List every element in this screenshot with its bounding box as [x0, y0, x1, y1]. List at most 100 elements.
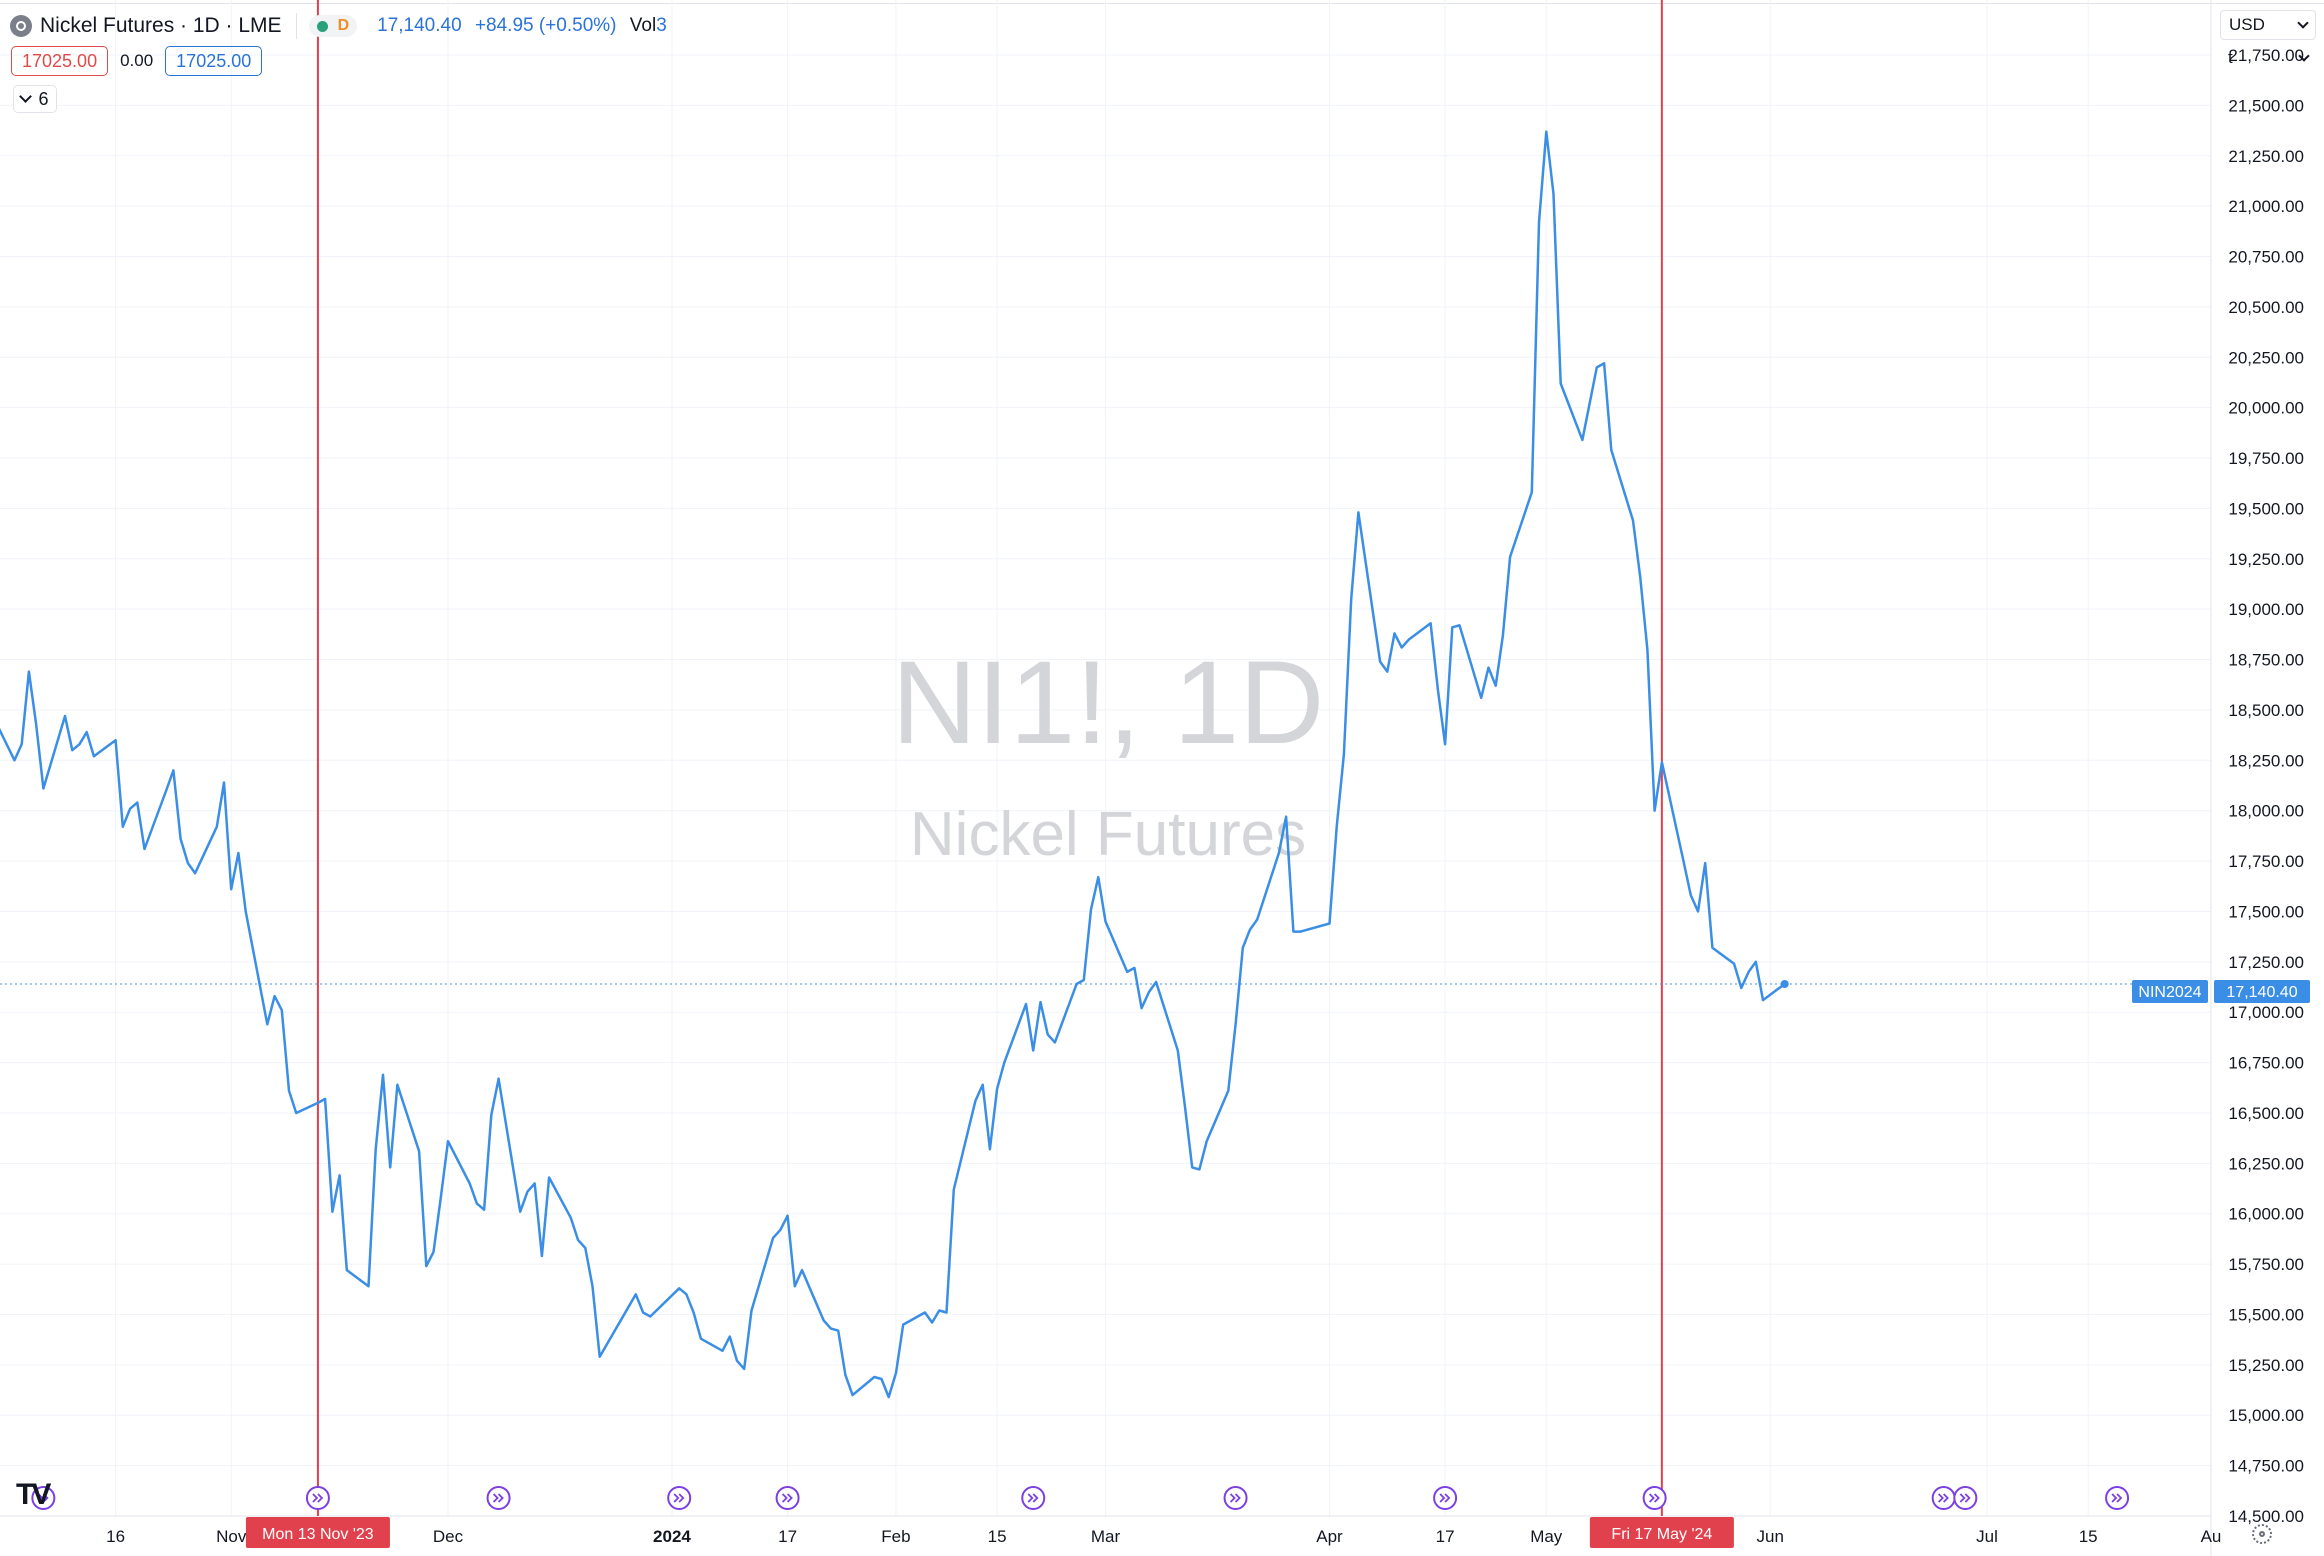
chevron-down-icon	[19, 90, 33, 103]
event-icon	[486, 1486, 511, 1510]
event-icon	[775, 1486, 800, 1510]
legend-vol-value: 3	[656, 15, 667, 36]
event-icon	[1223, 1486, 1248, 1510]
watermark-name: Nickel Futures	[910, 800, 1306, 869]
event-icon	[1642, 1486, 1667, 1510]
price-tick-label: 14,500.00	[2228, 1507, 2304, 1526]
price-label-value: 17,140.40	[2226, 984, 2297, 1001]
price-tick-label: 16,750.00	[2228, 1054, 2304, 1073]
divider	[295, 13, 297, 39]
price-label-symbol: NIN2024	[2138, 984, 2201, 1001]
time-tick-label: 17	[1436, 1527, 1455, 1546]
price-tick-label: 19,000.00	[2228, 600, 2304, 619]
price-tick-label: 20,750.00	[2228, 248, 2304, 267]
event-icon	[31, 1486, 56, 1510]
marker-label-bg	[245, 1517, 390, 1548]
price-tick-label: 14,750.00	[2228, 1457, 2304, 1476]
price-tick-label: 15,500.00	[2228, 1305, 2304, 1324]
event-icon	[2105, 1486, 2130, 1510]
symbol-legend: Nickel Futures · 1D · LME D 17,140.40 +8…	[10, 10, 667, 42]
price-tick-label: 18,000.00	[2228, 802, 2304, 821]
time-tick-label: Mar	[1091, 1527, 1121, 1546]
time-tick-label: Feb	[881, 1527, 910, 1546]
symbol-title[interactable]: Nickel Futures · 1D · LME	[40, 14, 282, 37]
event-icon	[1931, 1486, 1956, 1510]
price-tick-label: 20,500.00	[2228, 298, 2304, 317]
price-tick-label: 16,500.00	[2228, 1104, 2304, 1123]
price-tick-label: 19,250.00	[2228, 550, 2304, 569]
price-tick-label: 17,750.00	[2228, 852, 2304, 871]
marker-label-bg	[1589, 1517, 1734, 1548]
marker-label: Fri 17 May '24	[1589, 1517, 1734, 1548]
time-tick-label: Dec	[433, 1527, 464, 1546]
price-tick-label: 16,000.00	[2228, 1205, 2304, 1224]
time-tick-label: Jun	[1757, 1527, 1784, 1546]
event-icon	[1953, 1486, 1978, 1510]
currency-value: USD	[2229, 15, 2265, 34]
price-tick-label: 21,500.00	[2228, 96, 2304, 115]
sell-button[interactable]: 17025.00	[11, 46, 109, 76]
price-tick-label: 21,000.00	[2228, 197, 2304, 216]
price-tick-label: 15,750.00	[2228, 1255, 2304, 1274]
price-tick-label: 17,000.00	[2228, 1003, 2304, 1022]
last-price-readout: 17,140.40 +84.95 (+0.50%) Vol3	[377, 15, 667, 37]
unit-select[interactable]: t	[2220, 44, 2316, 72]
price-tick-label: 21,250.00	[2228, 147, 2304, 166]
price-tick-label: 18,500.00	[2228, 701, 2304, 720]
price-tick-label: 16,250.00	[2228, 1154, 2304, 1173]
legend-last-price: 17,140.40	[377, 15, 462, 36]
price-axis[interactable]: 21,750.00 21,500.00 21,250.00 21,000.00 20,7…	[2228, 46, 2304, 1526]
marker-lines	[316, 0, 1663, 1516]
gear-icon[interactable]	[2252, 1524, 2272, 1544]
legend-change: +84.95 (+0.50%)	[474, 15, 617, 36]
marker-labels: Mon 13 Nov '23 Fri 17 May '24	[245, 1517, 1734, 1548]
trade-buttons: 17025.00 0.00 17025.00	[11, 46, 263, 76]
price-tick-label: 17,500.00	[2228, 902, 2304, 921]
price-tick-label: 15,250.00	[2228, 1356, 2304, 1375]
grid	[0, 0, 2212, 1517]
marker-label-text: Mon 13 Nov '23	[262, 1526, 374, 1543]
marker-label-text: Fri 17 May '24	[1611, 1526, 1712, 1543]
price-tick-label: 15,000.00	[2228, 1406, 2304, 1425]
time-tick-label: 15	[2079, 1527, 2098, 1546]
last-price-dot	[1780, 979, 1789, 988]
delayed-badge: D	[337, 17, 350, 34]
market-status[interactable]: D	[308, 15, 358, 37]
watermark-symbol: NI1!, 1D	[892, 637, 1325, 769]
last-price-labels: NIN2024 17,140.40	[2132, 980, 2310, 1003]
time-tick-label: May	[1530, 1527, 1563, 1546]
market-open-icon	[316, 20, 328, 32]
price-tick-label: 19,500.00	[2228, 499, 2304, 518]
time-tick-label: 15	[988, 1527, 1007, 1546]
price-line	[0, 130, 1786, 1399]
time-tick-label: 16	[106, 1527, 125, 1546]
price-tick-label: 18,750.00	[2228, 651, 2304, 670]
time-tick-label: Au	[2201, 1527, 2222, 1546]
time-tick-label: 17	[778, 1527, 797, 1546]
indicators-toggle-button[interactable]: 6	[13, 85, 57, 113]
price-tick-label: 19,750.00	[2228, 449, 2304, 468]
buy-button[interactable]: 17025.00	[165, 46, 263, 76]
price-tick-label: 17,250.00	[2228, 953, 2304, 972]
event-icon	[667, 1486, 692, 1510]
event-icon	[1433, 1486, 1458, 1510]
chevron-down-icon	[2298, 50, 2310, 62]
events	[31, 1486, 2130, 1510]
time-axis[interactable]: 16 Nov Dec 2024 17 Feb 15 Mar Apr 17 May Jun Jul 15 Au	[106, 1527, 2221, 1546]
currency-select[interactable]: USD	[2220, 10, 2316, 40]
chevron-down-icon	[2297, 17, 2309, 29]
price-tick-label: 18,250.00	[2228, 751, 2304, 770]
tradingview-logo-icon[interactable]: TV	[16, 1478, 51, 1511]
price-tick-label: 20,250.00	[2228, 348, 2304, 367]
event-icon	[1021, 1486, 1046, 1510]
price-tick-label: 21,750.00	[2228, 46, 2304, 65]
time-tick-label: Nov	[216, 1527, 247, 1546]
event-icon	[305, 1486, 330, 1510]
time-tick-label: Jul	[1976, 1527, 1998, 1546]
symbol-logo-icon	[10, 15, 32, 37]
marker-label: Mon 13 Nov '23	[245, 1517, 390, 1548]
time-tick-label: 2024	[653, 1527, 691, 1546]
unit-value: t	[2228, 48, 2233, 67]
